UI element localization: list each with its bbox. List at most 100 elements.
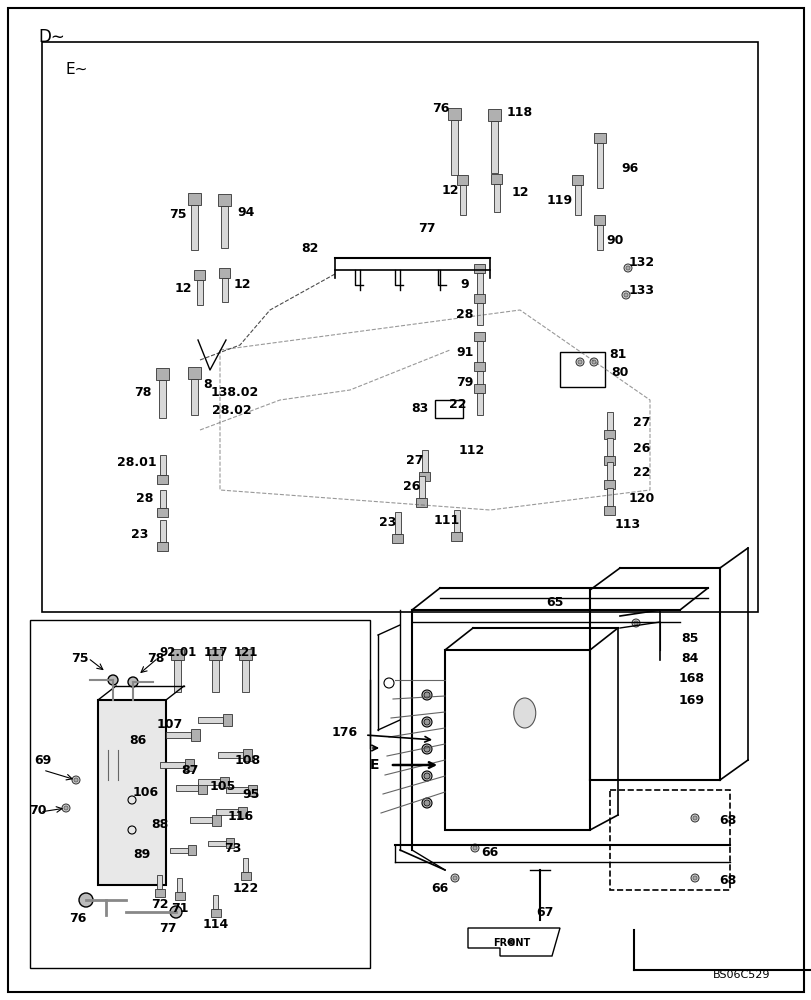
Text: 120: 120: [628, 491, 654, 504]
Bar: [419, 472, 430, 481]
Text: 95: 95: [242, 788, 260, 802]
Text: 75: 75: [71, 652, 88, 664]
Text: 77: 77: [159, 922, 177, 934]
Text: 168: 168: [678, 672, 704, 684]
Text: 22: 22: [448, 398, 466, 412]
Text: 138.02: 138.02: [211, 385, 259, 398]
Circle shape: [108, 675, 118, 685]
Circle shape: [64, 806, 68, 810]
Bar: [188, 193, 201, 205]
Bar: [451, 120, 458, 175]
Bar: [448, 108, 461, 120]
Text: 23: 23: [379, 516, 397, 528]
Circle shape: [422, 690, 431, 700]
Text: 26: 26: [403, 480, 420, 492]
Bar: [460, 185, 466, 215]
Bar: [157, 508, 169, 517]
Bar: [185, 759, 194, 771]
Circle shape: [423, 800, 430, 806]
Bar: [30, 620, 370, 968]
Text: E: E: [370, 758, 380, 772]
Circle shape: [423, 719, 430, 725]
Bar: [169, 848, 188, 852]
Bar: [42, 42, 757, 612]
Bar: [594, 133, 605, 143]
Text: 113: 113: [614, 518, 640, 530]
Bar: [220, 777, 229, 788]
Bar: [239, 649, 252, 660]
Text: 116: 116: [228, 810, 254, 824]
Polygon shape: [467, 928, 560, 956]
Text: 67: 67: [535, 906, 553, 918]
Bar: [451, 532, 462, 541]
Bar: [607, 462, 612, 480]
Text: 108: 108: [234, 754, 261, 766]
Bar: [157, 368, 169, 380]
Text: 9: 9: [460, 278, 469, 292]
Text: 12: 12: [511, 186, 528, 198]
Bar: [223, 714, 232, 726]
Text: 26: 26: [633, 442, 650, 454]
Bar: [221, 206, 228, 248]
Bar: [444, 650, 590, 830]
Text: 88: 88: [151, 818, 169, 832]
Ellipse shape: [513, 698, 535, 728]
Text: 78: 78: [147, 652, 165, 664]
Circle shape: [422, 771, 431, 781]
Bar: [416, 498, 427, 507]
Circle shape: [422, 798, 431, 808]
Text: 12: 12: [174, 282, 191, 294]
Bar: [596, 225, 603, 250]
Bar: [572, 175, 583, 185]
Text: 117: 117: [204, 646, 228, 658]
Text: 80: 80: [611, 365, 628, 378]
Text: 71: 71: [171, 902, 188, 914]
Text: 12: 12: [440, 184, 458, 196]
Text: 73: 73: [224, 842, 242, 854]
Bar: [211, 909, 221, 917]
Circle shape: [692, 876, 696, 880]
Text: 27: 27: [633, 416, 650, 428]
Bar: [198, 783, 207, 794]
Bar: [491, 121, 498, 173]
Circle shape: [623, 264, 631, 272]
Bar: [198, 717, 223, 723]
Text: 77: 77: [418, 222, 436, 234]
Bar: [238, 806, 247, 818]
Text: BS06C529: BS06C529: [711, 970, 769, 980]
Bar: [208, 840, 225, 846]
Circle shape: [690, 874, 698, 882]
Bar: [171, 649, 184, 660]
Circle shape: [590, 358, 597, 366]
Text: 121: 121: [234, 646, 258, 658]
Text: 28.02: 28.02: [212, 403, 251, 416]
Bar: [607, 438, 612, 456]
Bar: [435, 400, 462, 418]
Text: 76: 76: [431, 102, 449, 114]
Bar: [242, 660, 249, 692]
Text: 65: 65: [546, 596, 563, 609]
Text: 87: 87: [181, 764, 199, 776]
Bar: [474, 362, 485, 371]
Bar: [457, 175, 468, 185]
Text: 119: 119: [547, 194, 573, 207]
Bar: [474, 264, 485, 273]
Circle shape: [423, 773, 430, 779]
Bar: [603, 480, 615, 489]
Text: D∼: D∼: [38, 28, 65, 46]
Circle shape: [692, 816, 696, 820]
Bar: [198, 779, 220, 785]
Bar: [476, 371, 483, 393]
Circle shape: [423, 746, 430, 752]
Circle shape: [690, 814, 698, 822]
Text: 84: 84: [680, 652, 697, 664]
Bar: [213, 895, 218, 909]
Bar: [422, 450, 427, 472]
Text: 76: 76: [69, 912, 87, 924]
Bar: [474, 384, 485, 393]
Bar: [394, 512, 401, 534]
Text: 72: 72: [151, 898, 169, 912]
Circle shape: [453, 876, 457, 880]
Circle shape: [577, 360, 581, 364]
Text: E∼: E∼: [66, 62, 88, 77]
